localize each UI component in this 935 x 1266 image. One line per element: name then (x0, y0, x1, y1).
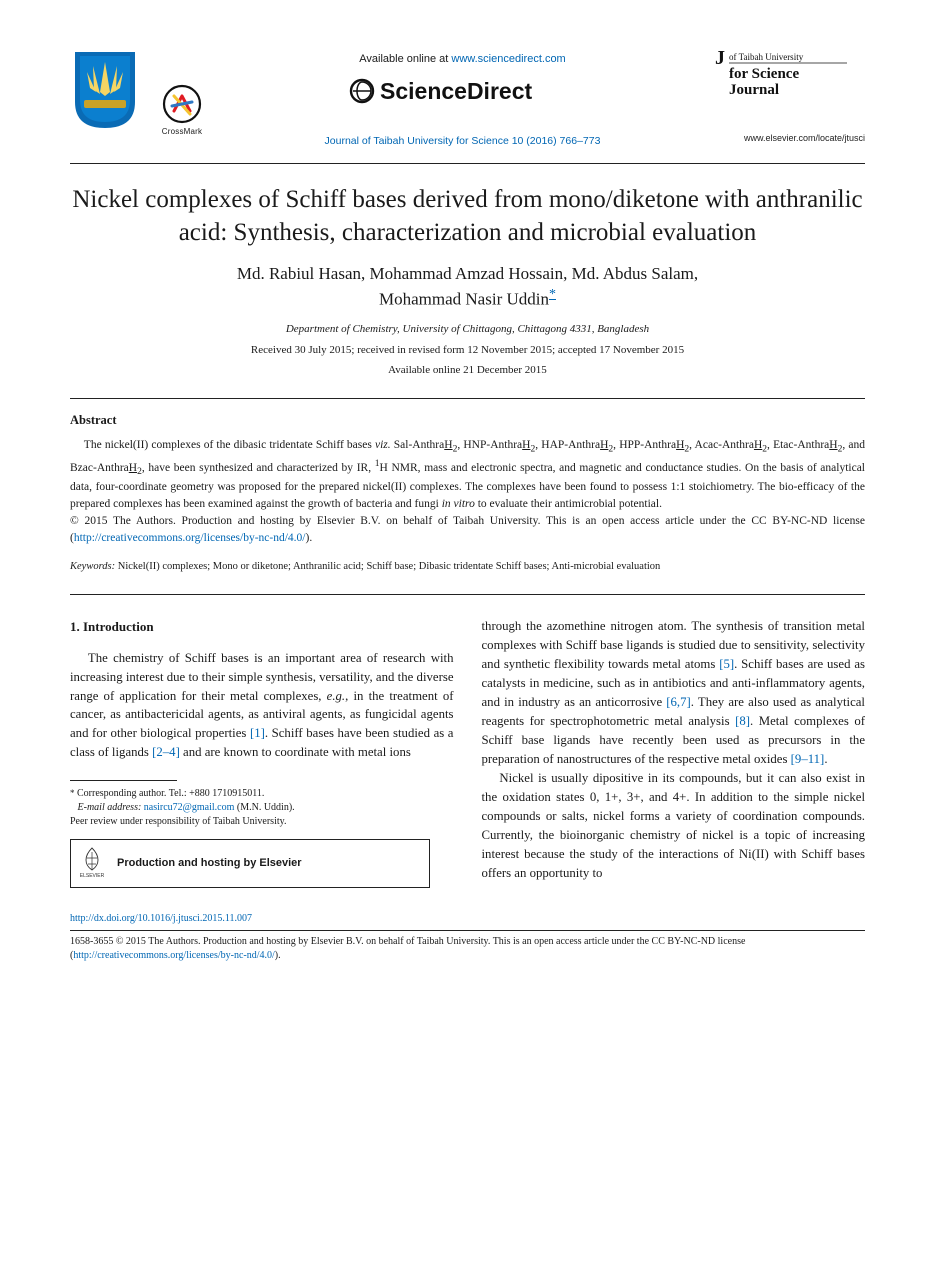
sciencedirect-logo: ScienceDirect (210, 74, 715, 114)
abstract-text: The nickel(II) complexes of the dibasic … (70, 437, 865, 513)
keywords-text: Nickel(II) complexes; Mono or diketone; … (115, 561, 660, 572)
right-column: through the azomethine nitrogen atom. Th… (482, 617, 866, 888)
affiliation: Department of Chemistry, University of C… (70, 322, 865, 338)
doi-link[interactable]: http://dx.doi.org/10.1016/j.jtusci.2015.… (70, 913, 252, 924)
ref-1[interactable]: [1] (250, 726, 265, 740)
two-column-body: 1. Introduction The chemistry of Schiff … (70, 617, 865, 888)
svg-text:ELSEVIER: ELSEVIER (80, 873, 105, 878)
corresponding-marker[interactable]: * (549, 287, 556, 302)
bottom-license-link[interactable]: http://creativecommons.org/licenses/by-n… (73, 950, 274, 961)
keywords-line: Keywords: Nickel(II) complexes; Mono or … (70, 559, 865, 574)
bottom-rule (70, 930, 865, 931)
rule-below-keywords (70, 594, 865, 595)
abstract-heading: Abstract (70, 411, 865, 429)
ref-9-11[interactable]: [9–11] (791, 752, 825, 766)
journal-citation: Journal of Taibah University for Science… (210, 134, 715, 149)
close-paren-2: ). (275, 950, 281, 961)
available-online-line: Available online at www.sciencedirect.co… (210, 52, 715, 68)
university-crest-icon (70, 48, 140, 138)
email-link[interactable]: nasircu72@gmail.com (144, 802, 235, 813)
keywords-label: Keywords: (70, 561, 115, 572)
svg-text:for Science: for Science (729, 66, 799, 82)
license-link[interactable]: http://creativecommons.org/licenses/by-n… (74, 532, 306, 544)
corresponding-footnote: * Corresponding author. Tel.: +880 17109… (70, 787, 454, 801)
bottom-block: http://dx.doi.org/10.1016/j.jtusci.2015.… (70, 912, 865, 963)
section-1-heading: 1. Introduction (70, 617, 454, 636)
abstract-copyright: © 2015 The Authors. Production and hosti… (70, 513, 865, 547)
intro-para-right-2: Nickel is usually dipositive in its comp… (482, 769, 866, 883)
footnote-rule (70, 780, 177, 781)
paper-title: Nickel complexes of Schiff bases derived… (70, 184, 865, 249)
history-line-2: Available online 21 December 2015 (70, 363, 865, 378)
intro-para-left: The chemistry of Schiff bases is an impo… (70, 649, 454, 763)
crossmark-badge[interactable]: CrossMark (154, 84, 210, 138)
ref-8[interactable]: [8] (735, 714, 750, 728)
journal-brand-icon: J of Taibah University for Science Journ… (715, 100, 865, 115)
rule-above-abstract (70, 398, 865, 399)
sciencedirect-url-link[interactable]: www.sciencedirect.com (451, 53, 565, 65)
ref-6-7[interactable]: [6,7] (666, 695, 691, 709)
abstract-body: The nickel(II) complexes of the dibasic … (70, 437, 865, 547)
header-center: Available online at www.sciencedirect.co… (210, 48, 715, 149)
header-left: CrossMark (70, 48, 210, 138)
elsevier-tree-icon: ELSEVIER (77, 844, 107, 883)
crossmark-label: CrossMark (154, 126, 210, 138)
hosting-box: ELSEVIER Production and hosting by Elsev… (70, 839, 430, 888)
svg-text:Journal: Journal (729, 82, 779, 98)
header-right: J of Taibah University for Science Journ… (715, 48, 865, 145)
close-paren-1: ). (306, 532, 313, 544)
svg-text:J: J (715, 48, 725, 69)
email-footnote: E-mail address: nasircu72@gmail.com (M.N… (70, 801, 454, 815)
history-line-1: Received 30 July 2015; received in revis… (70, 343, 865, 358)
available-online-prefix: Available online at (359, 53, 451, 65)
authors-block: Md. Rabiul Hasan, Mohammad Amzad Hossain… (70, 263, 865, 312)
locate-url: www.elsevier.com/locate/jtusci (715, 132, 865, 145)
intro-para-right-1: through the azomethine nitrogen atom. Th… (482, 617, 866, 769)
ref-2-4[interactable]: [2–4] (152, 745, 180, 759)
footnotes-block: * Corresponding author. Tel.: +880 17109… (70, 787, 454, 888)
rule-top (70, 163, 865, 164)
hosting-text: Production and hosting by Elsevier (117, 856, 302, 871)
svg-text:of Taibah University: of Taibah University (729, 52, 804, 62)
authors-line-2: Mohammad Nasir Uddin (379, 290, 549, 309)
authors-line-1: Md. Rabiul Hasan, Mohammad Amzad Hossain… (237, 264, 698, 283)
crossmark-icon (162, 84, 202, 124)
header-row: CrossMark Available online at www.scienc… (70, 48, 865, 149)
peer-review-note: Peer review under responsibility of Taib… (70, 815, 454, 829)
left-column: 1. Introduction The chemistry of Schiff … (70, 617, 454, 888)
svg-text:ScienceDirect: ScienceDirect (380, 78, 532, 104)
ref-5[interactable]: [5] (719, 657, 734, 671)
